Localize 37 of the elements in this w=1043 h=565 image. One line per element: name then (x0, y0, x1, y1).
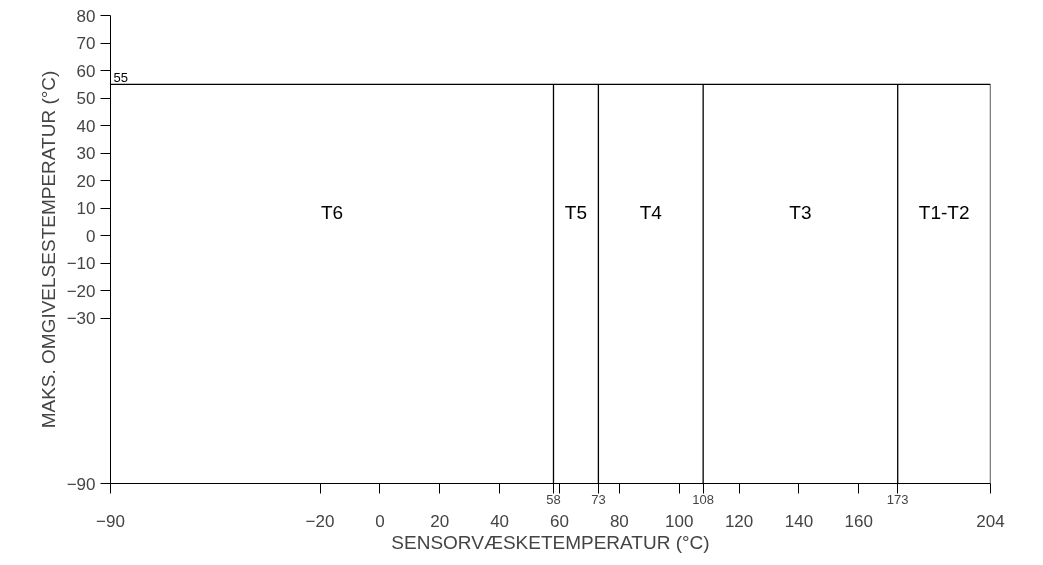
annotation: T3 (789, 201, 812, 223)
ref-line-label: 58 (546, 491, 561, 507)
x-tick-label: 60 (550, 511, 569, 531)
y-tick-label: −90 (66, 474, 96, 494)
x-tick-label: 120 (724, 511, 754, 531)
y-tick-label: −20 (66, 281, 96, 301)
x-axis-title: SENSORVÆSKETEMPERATUR (°C) (391, 531, 710, 553)
x-tick-label: 204 (976, 511, 1005, 531)
y-tick-label: 80 (76, 6, 96, 26)
y-tick-label: 40 (76, 116, 96, 136)
x-tick-label: −90 (96, 511, 125, 531)
x-tick-label: 100 (665, 511, 694, 531)
y-tick-label: −30 (66, 309, 96, 329)
y-tick-label: 10 (76, 199, 96, 219)
x-tick-label: 80 (609, 511, 629, 531)
y-tick-label: 30 (76, 144, 96, 164)
ref-line-label: 108 (692, 491, 715, 507)
x-tick-label: −20 (305, 511, 335, 531)
y-tick-label: 20 (76, 171, 96, 191)
x-tick-label: 40 (490, 511, 510, 531)
y-tick-label: 70 (76, 34, 96, 54)
annotation: T4 (639, 201, 663, 223)
y-tick-label: −10 (66, 254, 96, 274)
annotation: T6 (320, 201, 344, 223)
y-axis-title: MAKS. OMGIVELSESTEMPERATUR (°C) (37, 70, 59, 429)
x-tick-label: 0 (375, 511, 385, 531)
x-tick-label: 20 (430, 511, 450, 531)
annotation: T1-T2 (918, 201, 970, 223)
data-label: 55 (113, 70, 128, 86)
x-tick-label: 140 (784, 511, 814, 531)
ref-line-label: 73 (591, 491, 606, 507)
annotation: T5 (564, 201, 588, 223)
x-tick-label: 160 (844, 511, 873, 531)
y-tick-label: 50 (76, 89, 96, 109)
ref-line-label: 173 (886, 491, 909, 507)
y-tick-label: 60 (76, 61, 96, 81)
y-tick-label: 0 (86, 226, 96, 246)
